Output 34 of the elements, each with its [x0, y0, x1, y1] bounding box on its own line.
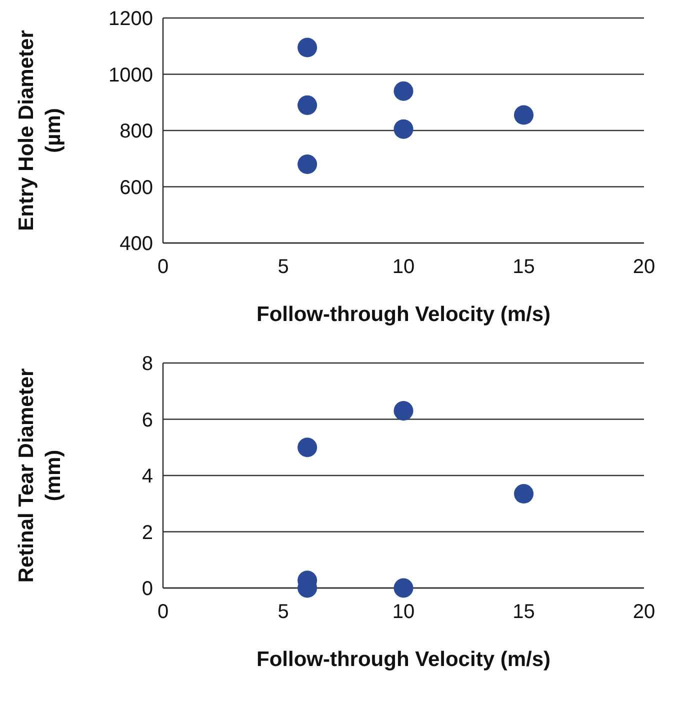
x-tick-label: 15 [512, 601, 535, 623]
point [514, 105, 534, 125]
x-tick-label: 5 [278, 601, 289, 623]
point [394, 401, 414, 421]
point [298, 438, 318, 458]
x-tick-label: 0 [157, 256, 169, 278]
y-tick-label: 2 [142, 522, 153, 544]
y-axis-title: Retinal Tear Diameter (mm) [14, 368, 66, 583]
y-tick-label: 400 [120, 233, 153, 255]
point [394, 81, 414, 101]
y-tick-label: 4 [142, 466, 153, 488]
x-tick-label: 20 [632, 256, 656, 278]
point [394, 578, 414, 598]
point [298, 38, 318, 58]
point [298, 95, 318, 115]
x-axis-title: Follow-through Velocity (m/s) [256, 648, 550, 671]
point [514, 484, 534, 504]
y-tick-label: 600 [120, 176, 153, 199]
y-tick-label: 800 [120, 120, 153, 142]
x-tick-label: 15 [512, 256, 535, 278]
y-tick-label: 1200 [108, 8, 153, 30]
y-tick-label: 0 [142, 578, 153, 600]
x-tick-label: 0 [157, 601, 169, 623]
y-tick-label: 1000 [108, 64, 153, 86]
x-axis-title: Follow-through Velocity (m/s) [256, 303, 550, 326]
x-tick-label: 10 [392, 601, 415, 623]
point [394, 119, 414, 139]
x-tick-label: 20 [632, 601, 656, 623]
y-axis-title: Entry Hole Diameter (µm) [14, 30, 66, 231]
x-tick-label: 5 [278, 256, 289, 278]
point [298, 154, 318, 174]
y-tick-label: 6 [142, 409, 153, 432]
y-tick-label: 8 [142, 353, 153, 375]
x-tick-label: 10 [392, 256, 415, 278]
